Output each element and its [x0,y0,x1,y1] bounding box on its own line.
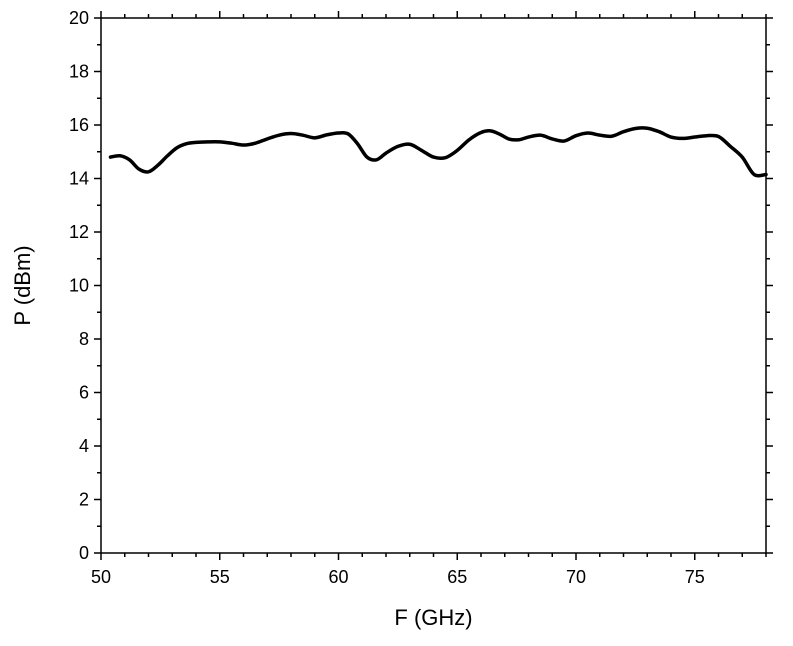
y-tick-label: 2 [79,490,89,510]
x-minor-ticks [124,14,767,557]
y-major-ticks [94,17,773,554]
series-layer [108,126,768,178]
x-tick-labels: 50 55 60 65 70 75 [91,567,705,587]
y-minor-ticks [97,44,770,527]
y-axis-title: P (dBm) [10,245,35,325]
y-tick-label: 6 [79,383,89,403]
y-tick-label: 14 [69,169,89,189]
x-tick-label: 60 [328,567,348,587]
y-tick-labels: 0 2 4 6 8 10 12 14 16 18 20 [69,8,89,563]
x-tick-label: 55 [210,567,230,587]
y-tick-label: 16 [69,115,89,135]
x-major-ticks [100,11,696,560]
y-tick-label: 8 [79,329,89,349]
x-axis-title: F (GHz) [394,605,472,630]
x-tick-label: 75 [685,567,705,587]
plot-area-frame [100,17,767,554]
y-tick-label: 0 [79,543,89,563]
y-tick-label: 20 [69,8,89,28]
y-tick-label: 18 [69,62,89,82]
y-tick-label: 12 [69,222,89,242]
series-line-0 [108,126,768,178]
x-tick-label: 50 [91,567,111,587]
y-tick-label: 4 [79,436,89,456]
x-tick-label: 65 [447,567,467,587]
y-tick-label: 10 [69,276,89,296]
x-tick-label: 70 [566,567,586,587]
